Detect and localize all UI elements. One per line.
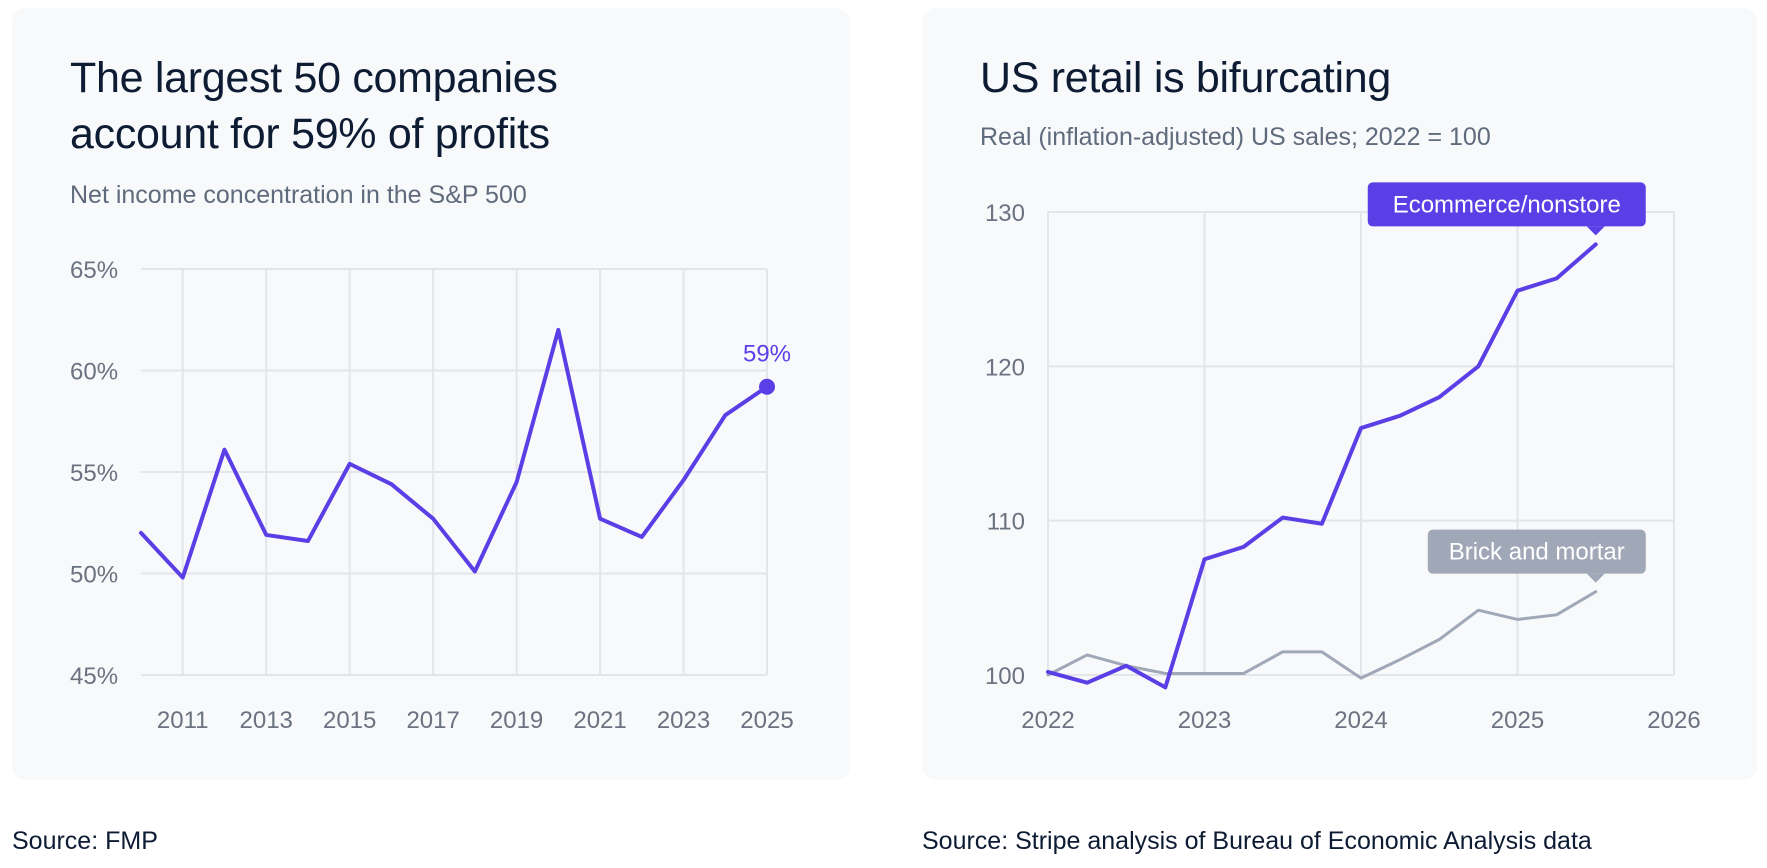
y-tick-label: 100: [985, 663, 1025, 690]
right-chart-subtitle: Real (inflation-adjusted) US sales; 2022…: [980, 123, 1491, 151]
y-tick-label: 120: [985, 354, 1025, 381]
y-tick-label: 45%: [70, 663, 118, 690]
ecommerce-series-label-pointer: [1586, 226, 1605, 236]
y-tick-label: 130: [985, 200, 1025, 227]
ecommerce-series-line: [1046, 242, 1598, 690]
brick-and-mortar-series-line: [1046, 590, 1598, 680]
x-tick-label: 2017: [406, 707, 459, 734]
left-chart-title: The largest 50 companies account for 59%…: [70, 50, 558, 162]
left-chart-source: Source: FMP: [12, 827, 158, 855]
x-tick-label: 2025: [740, 707, 793, 734]
x-tick-label: 2026: [1647, 707, 1700, 734]
right-chart-card: [922, 8, 1757, 780]
left-chart-subtitle: Net income concentration in the S&P 500: [70, 181, 527, 209]
ecommerce-series-label: Ecommerce/nonstore: [1393, 191, 1621, 218]
x-tick-label: 2024: [1334, 707, 1387, 734]
left-chart-title-line2: account for 59% of profits: [70, 110, 550, 158]
left-chart-title-line1: The largest 50 companies: [70, 54, 558, 102]
x-tick-label: 2025: [1491, 707, 1544, 734]
left-line-chart: 45% 50% 55% 60% 65% 2011 2013 2015 2017 2019 2021 2…: [70, 257, 794, 734]
endpoint-data-label: 59%: [743, 341, 791, 368]
x-tick-label: 2013: [240, 707, 293, 734]
ecommerce-series-label-box: [1367, 182, 1646, 227]
brick-and-mortar-series-label: Brick and mortar: [1449, 539, 1625, 566]
brick-and-mortar-series-label-box: [1427, 529, 1646, 574]
y-tick-label: 110: [987, 509, 1025, 536]
y-tick-label: 60%: [70, 359, 118, 386]
x-tick-label: 2019: [490, 707, 543, 734]
x-tick-label: 2023: [1178, 707, 1231, 734]
y-tick-label: 50%: [70, 562, 118, 589]
y-tick-label: 65%: [70, 257, 118, 284]
brick-and-mortar-series-label-pointer: [1586, 573, 1605, 583]
x-tick-label: 2011: [157, 707, 209, 734]
x-tick-label: 2015: [323, 707, 376, 734]
right-chart-source: Source: Stripe analysis of Bureau of Eco…: [922, 827, 1592, 855]
right-chart-title: US retail is bifurcating: [980, 54, 1392, 102]
right-line-chart: 100 110 120 130 2022 2023 2024 2025 2026 Ecommerc…: [985, 182, 1701, 734]
y-tick-label: 55%: [70, 460, 118, 487]
left-chart-card: [12, 8, 850, 780]
endpoint-marker: [759, 378, 775, 395]
x-tick-label: 2023: [657, 707, 710, 734]
x-tick-label: 2022: [1021, 707, 1074, 734]
x-tick-label: 2021: [573, 707, 626, 734]
series-line: [139, 327, 769, 580]
